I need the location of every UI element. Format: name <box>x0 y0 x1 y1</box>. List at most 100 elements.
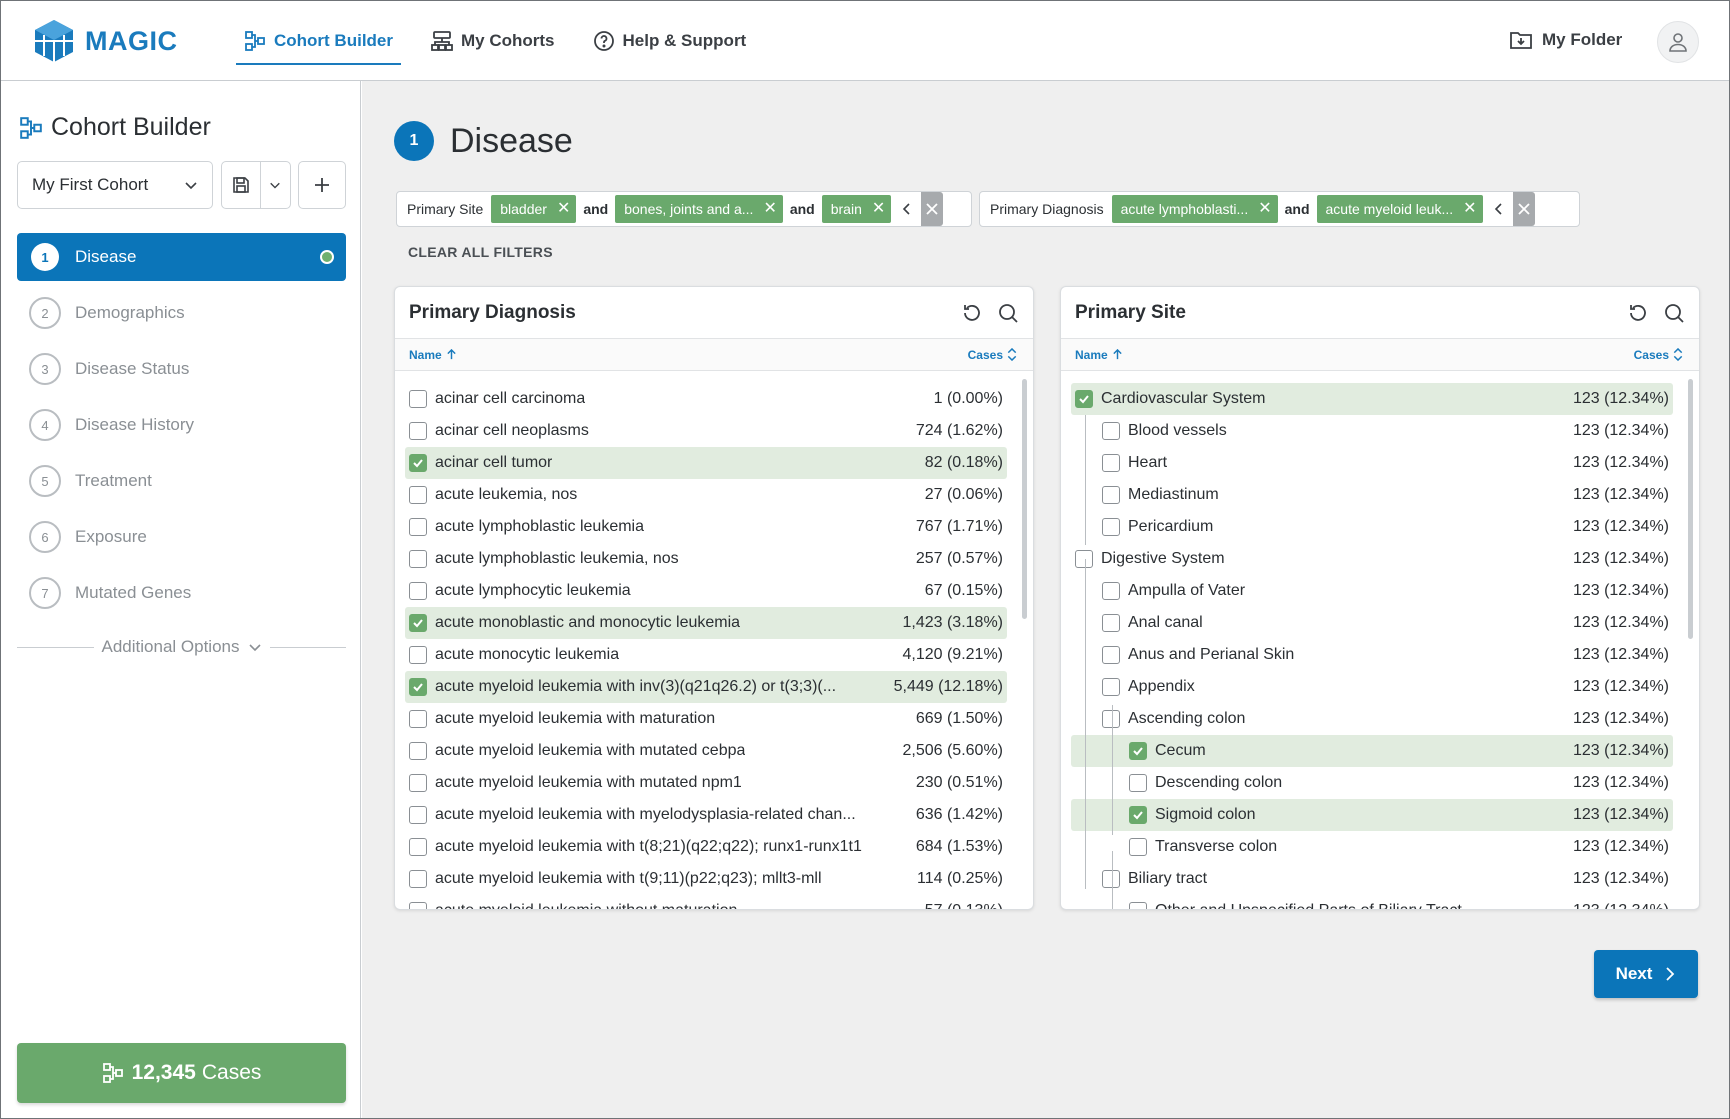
checkbox[interactable] <box>1102 582 1120 600</box>
checkbox[interactable] <box>1102 486 1120 504</box>
list-item[interactable]: acute lymphoblastic leukemia 767 (1.71%) <box>405 511 1007 543</box>
list-item[interactable]: Anus and Perianal Skin 123 (12.34%) <box>1071 639 1673 671</box>
save-button[interactable] <box>222 162 261 208</box>
scrollbar[interactable] <box>1022 379 1027 619</box>
filter-chip[interactable]: acute myeloid leuk... ✕ <box>1316 195 1483 223</box>
remove-filter-group-button[interactable] <box>1512 192 1535 226</box>
list-item[interactable]: Pericardium 123 (12.34%) <box>1071 511 1673 543</box>
checkbox[interactable] <box>409 838 427 856</box>
checkbox[interactable] <box>409 902 427 909</box>
list-item[interactable]: acute myeloid leukemia with maturation 66… <box>405 703 1007 735</box>
filter-chip[interactable]: bones, joints and a... ✕ <box>615 195 783 223</box>
reset-button[interactable] <box>1627 302 1649 324</box>
my-folder-link[interactable]: My Folder <box>1509 29 1622 51</box>
list-item[interactable]: Blood vessels 123 (12.34%) <box>1071 415 1673 447</box>
list-item[interactable]: Sigmoid colon 123 (12.34%) <box>1071 799 1673 831</box>
checkbox[interactable] <box>1102 422 1120 440</box>
list-item[interactable]: Ascending colon 123 (12.34%) <box>1071 703 1673 735</box>
filter-chip[interactable]: bladder ✕ <box>491 195 577 223</box>
checkbox[interactable] <box>409 486 427 504</box>
reset-button[interactable] <box>961 302 983 324</box>
checkbox[interactable] <box>1102 678 1120 696</box>
checkbox[interactable] <box>1102 518 1120 536</box>
search-button[interactable] <box>997 302 1019 324</box>
additional-options-toggle[interactable]: Additional Options <box>94 637 270 657</box>
list-item[interactable]: acute lymphocytic leukemia 67 (0.15%) <box>405 575 1007 607</box>
list-item[interactable]: acute monoblastic and monocytic leukemia… <box>405 607 1007 639</box>
list-item[interactable]: Transverse colon 123 (12.34%) <box>1071 831 1673 863</box>
list-item[interactable]: acinar cell carcinoma 1 (0.00%) <box>405 383 1007 415</box>
list-item[interactable]: Digestive System 123 (12.34%) <box>1071 543 1673 575</box>
list-item[interactable]: Ampulla of Vater 123 (12.34%) <box>1071 575 1673 607</box>
nav-my-cohorts[interactable]: My Cohorts <box>423 1 563 81</box>
checkbox[interactable] <box>1129 838 1147 856</box>
list-item[interactable]: acute monocytic leukemia 4,120 (9.21%) <box>405 639 1007 671</box>
remove-filter-group-button[interactable] <box>921 192 944 226</box>
clear-all-filters-button[interactable]: CLEAR ALL FILTERS <box>408 244 553 260</box>
cases-count-button[interactable]: 12,345 Cases <box>17 1043 346 1103</box>
checkbox[interactable] <box>1075 550 1093 568</box>
close-icon[interactable]: ✕ <box>871 200 886 217</box>
checkbox[interactable] <box>1102 710 1120 728</box>
checkbox[interactable] <box>1129 742 1147 760</box>
cohort-select[interactable]: My First Cohort <box>17 161 213 209</box>
search-button[interactable] <box>1663 302 1685 324</box>
checkbox[interactable] <box>409 454 427 472</box>
checkbox[interactable] <box>1129 774 1147 792</box>
step-treatment[interactable]: 5 Treatment <box>17 457 346 505</box>
sort-by-cases[interactable]: Cases <box>1634 348 1683 362</box>
list-item[interactable]: acute myeloid leukemia with t(8;21)(q22;… <box>405 831 1007 863</box>
step-exposure[interactable]: 6 Exposure <box>17 513 346 561</box>
checkbox[interactable] <box>409 870 427 888</box>
checkbox[interactable] <box>409 774 427 792</box>
brand-logo[interactable]: MAGIC <box>33 18 178 64</box>
list-item[interactable]: acinar cell neoplasms 724 (1.62%) <box>405 415 1007 447</box>
checkbox[interactable] <box>409 742 427 760</box>
close-icon[interactable]: ✕ <box>556 200 571 217</box>
list-item[interactable]: acute myeloid leukemia with mutated cebp… <box>405 735 1007 767</box>
list-item[interactable]: acute myeloid leukemia with inv(3)(q21q2… <box>405 671 1007 703</box>
checkbox[interactable] <box>409 582 427 600</box>
checkbox[interactable] <box>409 422 427 440</box>
save-cohort-button[interactable] <box>221 161 291 209</box>
list-item[interactable]: acinar cell tumor 82 (0.18%) <box>405 447 1007 479</box>
sort-by-cases[interactable]: Cases <box>968 348 1017 362</box>
list-item[interactable]: acute myeloid leukemia with myelodysplas… <box>405 799 1007 831</box>
checkbox[interactable] <box>1129 806 1147 824</box>
step-disease[interactable]: 1 Disease <box>17 233 346 281</box>
checkbox[interactable] <box>409 806 427 824</box>
list-item[interactable]: Descending colon 123 (12.34%) <box>1071 767 1673 799</box>
scrollbar[interactable] <box>1688 379 1693 639</box>
list-item[interactable]: acute leukemia, nos 27 (0.06%) <box>405 479 1007 511</box>
list-item[interactable]: Other and Unspecified Parts of Biliary T… <box>1071 895 1673 909</box>
sort-by-name[interactable]: Name <box>409 348 457 362</box>
sort-by-name[interactable]: Name <box>1075 348 1123 362</box>
list-item[interactable]: Heart 123 (12.34%) <box>1071 447 1673 479</box>
next-button[interactable]: Next <box>1594 950 1698 998</box>
nav-cohort-builder[interactable]: Cohort Builder <box>236 1 401 81</box>
list-item[interactable]: Cardiovascular System 123 (12.34%) <box>1071 383 1673 415</box>
save-options-dropdown[interactable] <box>261 162 290 208</box>
close-icon[interactable]: ✕ <box>1258 200 1272 217</box>
list-item[interactable]: Anal canal 123 (12.34%) <box>1071 607 1673 639</box>
checkbox[interactable] <box>1102 870 1120 888</box>
checkbox[interactable] <box>409 678 427 696</box>
checkbox[interactable] <box>1102 614 1120 632</box>
close-icon[interactable]: ✕ <box>763 200 777 217</box>
checkbox[interactable] <box>409 646 427 664</box>
list-item[interactable]: Biliary tract 123 (12.34%) <box>1071 863 1673 895</box>
nav-help-support[interactable]: Help & Support <box>585 1 755 81</box>
filter-chip[interactable]: acute lymphoblasti... ✕ <box>1111 195 1278 223</box>
list-item[interactable]: acute myeloid leukemia without maturatio… <box>405 895 1007 909</box>
list-item[interactable]: Appendix 123 (12.34%) <box>1071 671 1673 703</box>
add-cohort-button[interactable] <box>298 161 346 209</box>
checkbox[interactable] <box>1102 454 1120 472</box>
close-icon[interactable]: ✕ <box>1463 200 1477 217</box>
list-item[interactable]: acute lymphoblastic leukemia, nos 257 (0.… <box>405 543 1007 575</box>
filter-chip[interactable]: brain ✕ <box>821 195 892 223</box>
step-demographics[interactable]: 2 Demographics <box>17 289 346 337</box>
checkbox[interactable] <box>1129 902 1147 909</box>
checkbox[interactable] <box>409 614 427 632</box>
step-disease-status[interactable]: 3 Disease Status <box>17 345 346 393</box>
step-disease-history[interactable]: 4 Disease History <box>17 401 346 449</box>
